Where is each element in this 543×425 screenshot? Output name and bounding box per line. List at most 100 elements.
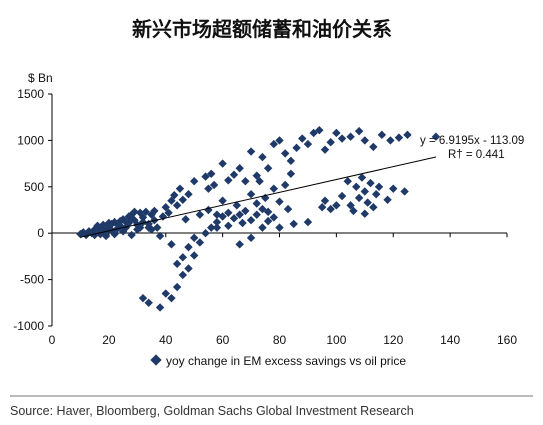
data-point (263, 216, 273, 226)
data-point (127, 230, 136, 240)
data-point (275, 197, 284, 206)
data-point (178, 195, 188, 204)
chart-title: 新兴市场超额储蓄和油价关系 (132, 17, 392, 41)
data-point (218, 212, 227, 221)
data-point (371, 190, 381, 199)
data-point (303, 217, 313, 227)
data-point (354, 126, 364, 136)
data-point (337, 134, 347, 143)
data-point (101, 231, 111, 241)
data-point (195, 210, 205, 219)
data-point (386, 136, 395, 145)
data-point (252, 171, 261, 180)
data-point (246, 216, 256, 225)
data-point (201, 172, 210, 181)
legend-marker (150, 354, 162, 366)
data-point (269, 139, 279, 149)
data-point (309, 128, 318, 138)
data-point (280, 149, 290, 158)
legend-label: yoy change in EM excess savings vs oil p… (166, 354, 406, 368)
data-point (218, 196, 227, 205)
data-point (326, 204, 335, 214)
data-point (320, 196, 330, 205)
y-tick-label: 1500 (17, 87, 44, 101)
data-point (209, 180, 219, 190)
x-tick-label: 100 (326, 333, 346, 347)
data-point (389, 184, 398, 193)
data-point (110, 229, 119, 239)
data-point (289, 219, 298, 229)
data-point (224, 208, 233, 217)
data-point (138, 213, 148, 222)
x-tick-label: 40 (159, 333, 173, 347)
data-point (184, 264, 193, 273)
y-axis-unit: $ Bn (28, 71, 53, 85)
data-point (90, 230, 99, 240)
data-point (224, 176, 233, 185)
data-point (286, 169, 296, 179)
data-point (286, 156, 296, 166)
data-point (246, 233, 256, 243)
data-point (158, 212, 168, 221)
data-point (326, 138, 335, 147)
data-point (252, 199, 261, 208)
data-point (283, 204, 293, 214)
data-point (121, 217, 131, 227)
data-point (363, 198, 372, 207)
data-point (241, 206, 250, 216)
data-point (235, 210, 244, 219)
data-point (161, 203, 170, 212)
y-tick-label: -1000 (13, 319, 44, 333)
legend: yoy change in EM excess savings vs oil p… (150, 354, 406, 368)
trendline-equation: y = 6.9195x - 113.09 (420, 135, 524, 147)
data-point (263, 164, 273, 173)
x-tick-label: 60 (216, 333, 230, 347)
data-point (207, 169, 216, 179)
data-point (172, 259, 182, 269)
data-point (394, 133, 404, 142)
data-points (76, 125, 441, 312)
data-point (118, 215, 128, 224)
data-point (292, 143, 301, 153)
data-point (332, 128, 341, 138)
data-point (184, 242, 193, 252)
data-point (104, 218, 114, 228)
data-point (357, 173, 367, 182)
data-point (150, 206, 159, 216)
data-point (178, 270, 188, 280)
y-tick-label: 1000 (17, 133, 44, 147)
data-point (377, 130, 387, 140)
y-tick-label: -500 (20, 273, 44, 287)
data-point (269, 213, 279, 222)
data-point (360, 209, 370, 218)
data-point (172, 282, 182, 292)
data-point (218, 159, 227, 168)
data-point (113, 219, 122, 229)
data-point (400, 187, 409, 196)
data-point (161, 289, 170, 298)
data-point (315, 125, 324, 135)
data-point (116, 221, 125, 230)
data-point (138, 293, 148, 303)
data-point (133, 225, 142, 234)
x-axis-ticks: 0 20 40 60 80 100 120 140 160 (49, 233, 517, 347)
data-point (167, 196, 176, 205)
data-point (212, 223, 222, 232)
x-tick-label: 140 (440, 333, 460, 347)
data-point (172, 201, 182, 210)
data-point (147, 225, 156, 234)
data-point (431, 132, 441, 141)
data-point (352, 182, 361, 191)
data-point (275, 136, 284, 145)
data-point (280, 180, 290, 190)
data-point (366, 178, 375, 188)
data-point (349, 206, 358, 216)
data-point (346, 201, 355, 210)
data-point (170, 190, 179, 200)
data-point (204, 205, 213, 215)
data-point (235, 164, 244, 173)
data-point (144, 223, 153, 232)
data-point (175, 184, 185, 193)
x-tick-label: 20 (102, 333, 116, 347)
data-point (258, 223, 267, 232)
